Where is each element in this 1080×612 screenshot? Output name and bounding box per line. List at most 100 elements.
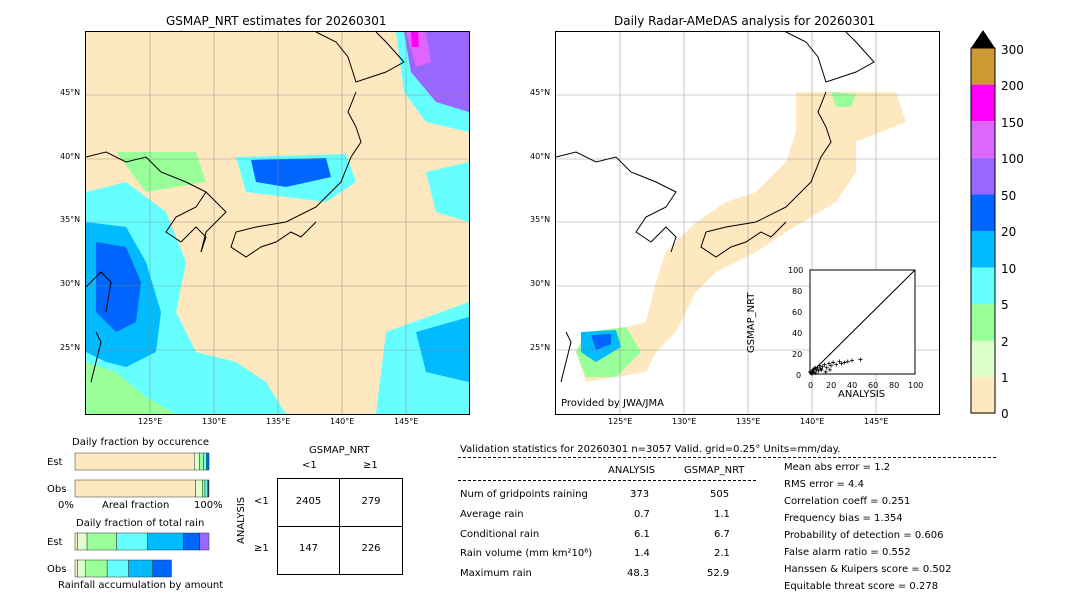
rain-fraction-segment — [74, 559, 78, 578]
scatter-point — [826, 361, 831, 366]
scatter-point — [827, 367, 832, 372]
score-line: False alarm ratio = 0.552 — [784, 547, 911, 558]
rain-fraction-segment — [86, 532, 117, 551]
right-lon-tick: 145°E — [864, 417, 889, 426]
stat-row-gsmap: 52.9 — [707, 568, 730, 579]
rain-fraction-xlabel: Rainfall accumulation by amount — [58, 580, 224, 591]
rain-fraction-segment — [85, 559, 108, 578]
left-lat-tick: 35°N — [60, 215, 81, 224]
stat-row-gsmap: 505 — [710, 489, 730, 500]
scatter-point — [820, 364, 825, 369]
contingency-title: GSMAP_NRT — [309, 445, 370, 456]
colorbar-label: 50 — [1001, 189, 1017, 203]
colorbar-label: 0 — [1001, 407, 1009, 421]
colorbar-segment — [971, 304, 995, 341]
scatter-inset — [775, 265, 925, 405]
stat-row-label: Maximum rain — [460, 568, 532, 579]
stat-row-analysis: 1.4 — [634, 548, 650, 559]
occurrence-tick-0: 0% — [58, 500, 74, 511]
scatter-point — [850, 358, 854, 363]
right-lon-tick: 125°E — [608, 417, 633, 426]
occurrence-segment — [195, 479, 203, 498]
colorbar-frame — [970, 47, 996, 414]
scatter-point — [834, 362, 839, 367]
colorbar-label: 2 — [1001, 335, 1009, 349]
left-map-canvas — [86, 32, 469, 414]
colorbar-segment — [971, 194, 995, 231]
validation-col-gsmap: GSMAP_NRT — [684, 465, 745, 476]
contingency-row-axis: ANALYSIS — [236, 496, 247, 544]
scatter-ytick: 40 — [792, 329, 803, 338]
rain-fraction-title: Daily fraction of total rain — [76, 518, 205, 529]
rain-fraction-segment — [116, 532, 148, 551]
score-line: Correlation coeff = 0.251 — [784, 496, 911, 507]
colorbar-canvas — [970, 30, 996, 414]
occurrence-bars — [74, 452, 210, 498]
scatter-diagonal — [809, 269, 916, 375]
occurrence-segment — [199, 452, 204, 471]
stat-row-label: Conditional rain — [460, 529, 540, 540]
scatter-point — [808, 369, 812, 374]
colorbar-label: 1 — [1001, 371, 1009, 385]
scatter-ytick: 60 — [792, 308, 803, 317]
contingency-row-label: <1 — [254, 496, 269, 507]
scatter-ytick: 0 — [796, 371, 802, 380]
rain-fraction-segment — [152, 559, 172, 578]
rain-fraction-segment — [106, 559, 129, 578]
contingency-cell: 147 — [298, 543, 319, 554]
rain-fraction-segment — [199, 532, 210, 551]
scatter-point — [842, 360, 847, 365]
rain-fraction-est-label: Est — [47, 537, 63, 548]
right-map-canvas — [556, 32, 939, 414]
rain-fraction-segment — [77, 532, 88, 551]
occurrence-segment — [74, 479, 196, 498]
left-lon-tick: 130°E — [202, 417, 227, 426]
colorbar-segment — [971, 48, 995, 85]
scatter-point — [810, 372, 815, 376]
right-lat-tick: 40°N — [530, 152, 551, 161]
contingency-row-label: ≥1 — [254, 543, 269, 554]
left-lon-tick: 135°E — [266, 417, 291, 426]
contingency-table: 2405 279 147 226 — [277, 478, 403, 575]
scatter-xtick: 0 — [808, 381, 814, 390]
colorbar-label: 200 — [1001, 79, 1024, 93]
occurrence-segment — [207, 452, 210, 471]
left-lon-tick: 145°E — [394, 417, 419, 426]
right-lat-tick: 45°N — [530, 88, 551, 97]
colorbar-label: 100 — [1001, 152, 1024, 166]
scatter-point — [816, 368, 821, 373]
left-lon-tick: 125°E — [138, 417, 163, 426]
stat-row-analysis: 6.1 — [634, 529, 650, 540]
occurrence-segment — [203, 452, 207, 471]
stat-row-analysis: 48.3 — [627, 568, 650, 579]
colorbar-segment — [971, 84, 995, 122]
colorbar-segment — [971, 157, 995, 195]
occurrence-segment — [194, 452, 200, 471]
scatter-xtick: 100 — [908, 381, 924, 390]
contingency-cell: 279 — [361, 496, 381, 507]
scatter-point — [845, 359, 850, 364]
left-lat-tick: 30°N — [60, 279, 81, 288]
colorbar-segment — [971, 121, 995, 158]
right-lon-tick: 135°E — [736, 417, 761, 426]
contingency-col-label: ≥1 — [363, 460, 378, 471]
scatter-point — [822, 362, 827, 367]
stat-row-gsmap: 6.7 — [714, 529, 730, 540]
scatter-xlabel: ANALYSIS — [838, 389, 886, 400]
scatter-ytick: 100 — [788, 266, 804, 275]
scatter-ytick: 80 — [792, 287, 803, 296]
colorbar-segment — [971, 340, 995, 378]
left-lat-tick: 25°N — [60, 343, 81, 352]
colorbar-label: 5 — [1001, 298, 1009, 312]
occurrence-segment — [208, 479, 210, 498]
scatter-point — [829, 363, 833, 368]
occurrence-xlabel: Areal fraction — [102, 500, 170, 511]
scatter-point — [823, 369, 828, 374]
colorbar-segment — [971, 267, 995, 305]
contingency-col-label: <1 — [302, 460, 317, 471]
scatter-point — [839, 361, 844, 366]
scatter-plot — [808, 269, 916, 376]
occurrence-title: Daily fraction by occurence — [72, 437, 210, 448]
scatter-point — [817, 363, 822, 368]
rain-fraction-bars — [74, 532, 210, 578]
